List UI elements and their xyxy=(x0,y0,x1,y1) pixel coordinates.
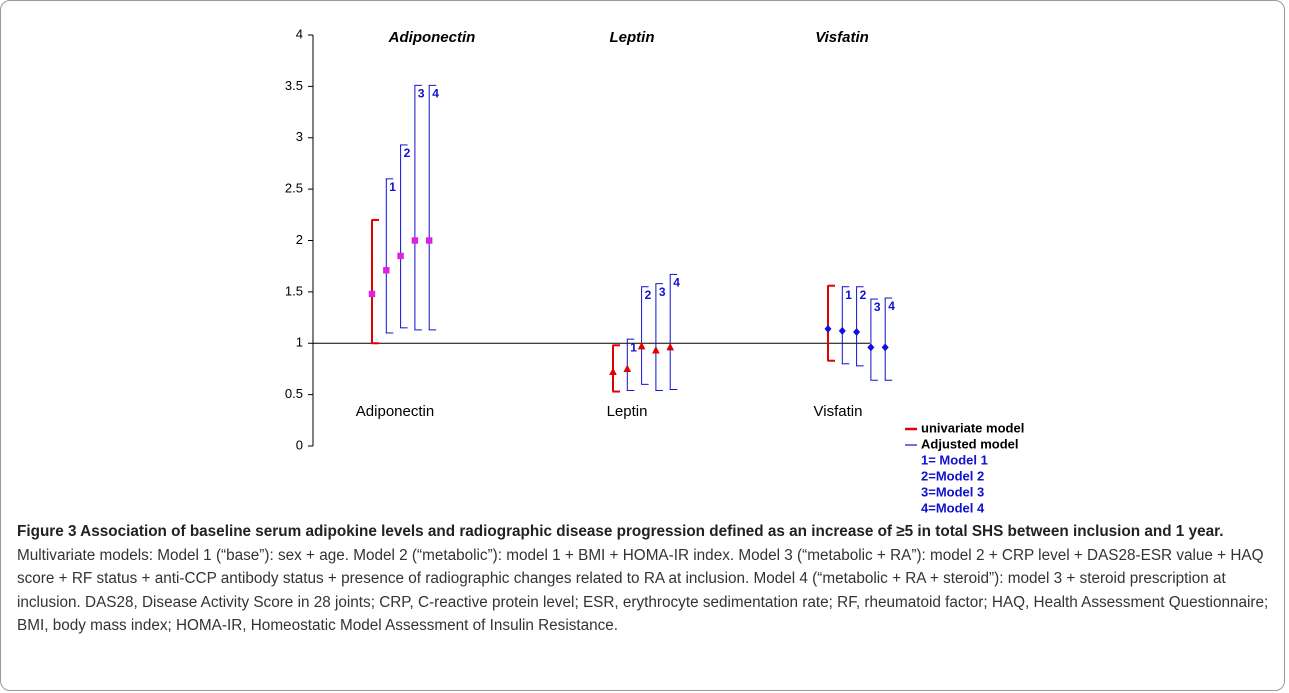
point xyxy=(411,237,419,244)
point xyxy=(368,290,376,298)
bar-label: 3 xyxy=(874,300,881,314)
legend-label: 2=Model 2 xyxy=(921,468,984,483)
point xyxy=(853,327,861,336)
y-tick-label: 1.5 xyxy=(285,283,303,298)
y-tick-label: 0.5 xyxy=(285,386,303,401)
y-tick-label: 3 xyxy=(296,129,303,144)
legend-label: 3=Model 3 xyxy=(921,484,984,499)
bar-label: 2 xyxy=(404,146,411,160)
point xyxy=(623,364,632,372)
point xyxy=(824,324,832,333)
bar-label: 4 xyxy=(432,87,439,101)
point xyxy=(397,252,404,260)
legend-label: 4=Model 4 xyxy=(921,500,985,515)
point xyxy=(881,343,889,352)
group-title: Leptin xyxy=(610,29,655,46)
category-label: Adiponectin xyxy=(356,403,434,420)
point xyxy=(867,343,875,352)
caption: Figure 3 Association of baseline serum a… xyxy=(17,520,1275,638)
chart: 0 0.5 1 1.5 2 2.5 3 3.5 4 Adiponectin Adiponectin L… xyxy=(285,26,1024,515)
point xyxy=(666,342,674,351)
y-tick-label: 3.5 xyxy=(285,78,303,93)
category-label: Visfatin xyxy=(814,403,863,420)
bar-label: 1 xyxy=(845,288,852,302)
y-tick-label: 4 xyxy=(296,26,303,41)
bar-label: 2 xyxy=(860,288,867,302)
point xyxy=(609,367,617,376)
legend-label: 1= Model 1 xyxy=(921,452,988,467)
point xyxy=(383,267,390,274)
point xyxy=(426,237,433,244)
group-title: Adiponectin xyxy=(388,29,476,46)
group-title: Visfatin xyxy=(815,29,869,46)
bar-label: 4 xyxy=(888,299,895,313)
y-tick-label: 2 xyxy=(296,232,303,247)
y-tick-label: 1 xyxy=(296,335,303,350)
caption-text: Multivariate models: Model 1 (“base”): s… xyxy=(17,546,1269,635)
bar-label: 1 xyxy=(389,180,396,194)
point xyxy=(838,326,846,335)
y-tick-label: 0 xyxy=(296,437,303,452)
bar-label: 4 xyxy=(673,276,680,290)
category-label: Leptin xyxy=(607,403,648,420)
point xyxy=(652,345,660,354)
caption-title: Figure 3 Association of baseline serum a… xyxy=(17,523,1224,540)
bar-label: 3 xyxy=(418,87,425,101)
bar-label: 3 xyxy=(659,285,666,299)
legend-label: Adjusted model xyxy=(921,436,1019,451)
y-tick-label: 2.5 xyxy=(285,181,303,196)
legend-label: univariate model xyxy=(921,420,1024,435)
point xyxy=(637,341,646,350)
bar-label: 1 xyxy=(630,340,637,354)
bar-label: 2 xyxy=(645,288,652,302)
